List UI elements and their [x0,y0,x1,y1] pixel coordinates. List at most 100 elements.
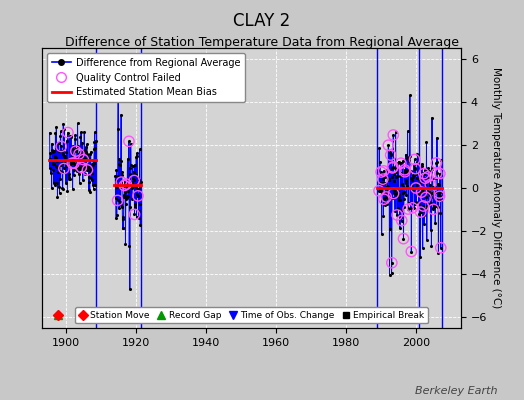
Point [122,201,130,207]
Text: Difference of Station Temperature Data from Regional Average: Difference of Station Temperature Data f… [65,36,459,49]
Point [130,211,139,218]
Point [48,167,57,173]
Point [53,163,61,170]
Point [432,203,440,210]
Point [411,171,420,177]
Point [113,197,122,204]
Point [131,201,139,208]
Point [414,151,422,158]
Point [420,170,428,177]
Point [86,168,94,175]
Point [417,178,425,185]
Point [390,171,399,177]
Point [68,152,76,158]
Point [400,167,409,173]
Point [384,142,392,148]
Legend: Station Move, Record Gap, Time of Obs. Change, Empirical Break: Station Move, Record Gap, Time of Obs. C… [75,307,428,324]
Point [72,146,80,152]
Point [401,168,409,175]
Point [419,203,428,209]
Point [435,170,444,177]
Point [89,156,97,163]
Point [77,154,85,161]
Point [391,208,399,214]
Point [117,112,125,118]
Point [388,165,397,171]
Point [135,176,144,183]
Point [64,163,72,169]
Point [126,140,135,147]
Point [390,187,399,193]
Point [113,197,122,204]
Point [417,206,425,212]
Point [112,167,121,173]
Point [74,164,83,171]
Point [375,179,384,186]
Point [74,162,82,169]
Point [385,176,393,182]
Point [408,205,417,211]
Point [426,182,434,188]
Point [436,244,445,251]
Point [85,188,94,195]
Point [79,156,88,163]
Point [112,177,120,183]
Point [412,199,420,206]
Point [128,184,137,191]
Point [403,156,412,162]
Point [57,162,65,168]
Point [381,188,390,195]
Point [128,196,136,202]
Point [396,225,404,232]
Point [395,194,403,200]
Point [421,175,429,182]
Point [135,214,143,221]
Point [51,182,59,188]
Point [434,181,442,188]
Point [400,196,408,202]
Point [382,194,390,200]
Point [58,148,66,154]
Point [63,163,71,169]
Point [419,212,428,218]
Point [56,133,64,140]
Point [83,152,91,159]
Point [406,92,414,98]
Point [403,183,411,189]
Point [74,171,83,177]
Point [75,151,83,157]
Point [76,166,84,172]
Point [117,179,126,185]
Point [56,168,64,174]
Point [427,227,435,233]
Point [419,203,428,209]
Point [395,158,403,165]
Point [402,167,411,173]
Point [401,168,409,175]
Point [420,171,429,177]
Point [61,155,69,162]
Point [387,270,396,276]
Point [129,183,137,190]
Point [67,160,75,167]
Point [392,174,400,180]
Point [434,196,442,202]
Point [88,170,96,176]
Point [86,149,95,155]
Point [405,200,413,206]
Point [424,200,433,207]
Point [385,272,394,278]
Point [409,174,417,180]
Point [379,213,388,219]
Point [59,186,67,192]
Point [406,205,414,211]
Point [56,190,64,196]
Point [375,188,383,194]
Point [90,186,98,192]
Point [65,162,73,168]
Point [379,168,388,174]
Point [133,153,141,160]
Point [404,206,412,212]
Point [116,162,124,168]
Point [396,172,405,179]
